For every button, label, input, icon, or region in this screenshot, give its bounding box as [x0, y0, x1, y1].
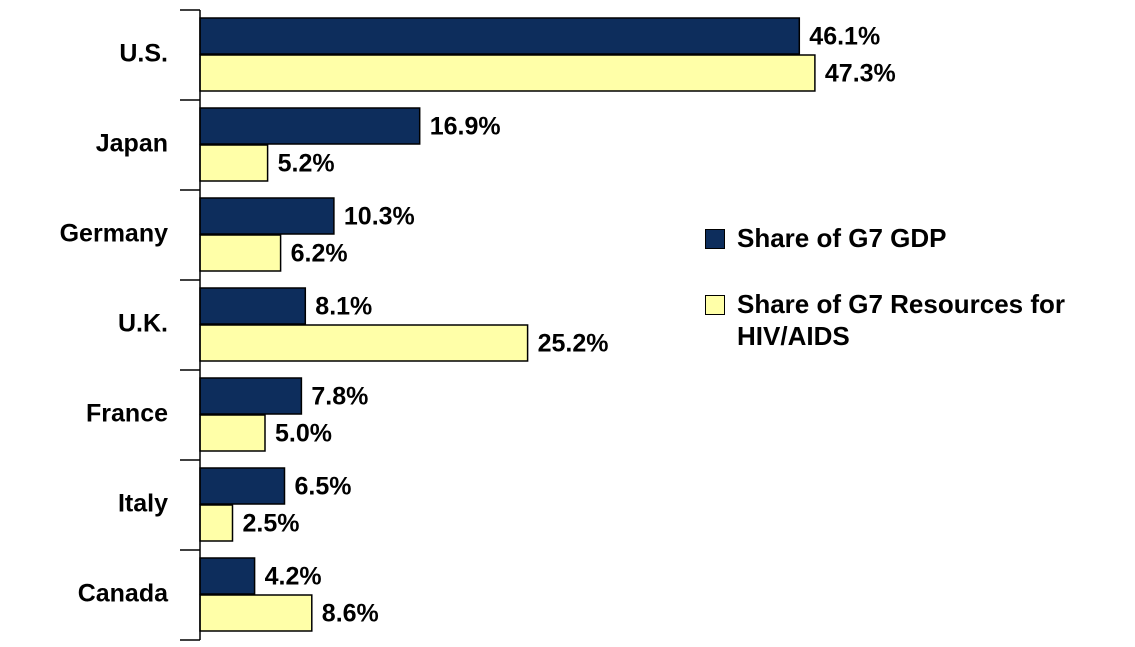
- data-label: 46.1%: [809, 23, 880, 51]
- category-label: Japan: [96, 130, 168, 158]
- bar: [199, 197, 335, 235]
- data-label: 2.5%: [243, 510, 300, 538]
- data-label: 6.2%: [291, 240, 348, 268]
- data-label: 7.8%: [311, 383, 368, 411]
- data-label: 4.2%: [265, 563, 322, 591]
- category-label: Italy: [118, 490, 168, 518]
- data-label: 5.2%: [278, 150, 335, 178]
- data-label: 16.9%: [430, 113, 501, 141]
- bar: [199, 287, 307, 325]
- category-label: Canada: [78, 580, 169, 608]
- data-label: 8.6%: [322, 600, 379, 628]
- legend-item: Share of G7 GDP: [705, 222, 1125, 254]
- bar: [199, 17, 801, 55]
- legend-item: Share of G7 Resources for HIV/AIDS: [705, 288, 1125, 352]
- bar: [199, 504, 234, 542]
- category-label: U.K.: [118, 310, 168, 338]
- category-label: Germany: [60, 220, 168, 248]
- data-label: 5.0%: [275, 420, 332, 448]
- legend-label: Share of G7 GDP: [737, 223, 947, 253]
- data-label: 8.1%: [315, 293, 372, 321]
- data-label: 6.5%: [295, 473, 352, 501]
- data-label: 25.2%: [538, 330, 609, 358]
- bar: [199, 234, 282, 272]
- legend-swatch: [705, 295, 725, 315]
- legend-swatch: [705, 229, 725, 249]
- bar: [199, 557, 256, 595]
- category-label: France: [86, 400, 168, 428]
- bar: [199, 414, 266, 452]
- bar: [199, 324, 529, 362]
- bar: [199, 144, 269, 182]
- data-label: 10.3%: [344, 203, 415, 231]
- category-label: U.S.: [119, 40, 168, 68]
- bar: [199, 594, 313, 632]
- bar: [199, 54, 816, 92]
- legend: Share of G7 GDP Share of G7 Resources for…: [705, 222, 1125, 386]
- bar: [199, 107, 421, 145]
- legend-label: Share of G7 Resources for HIV/AIDS: [737, 289, 1065, 351]
- data-label: 47.3%: [825, 60, 896, 88]
- bar: [199, 377, 303, 415]
- bar: [199, 467, 286, 505]
